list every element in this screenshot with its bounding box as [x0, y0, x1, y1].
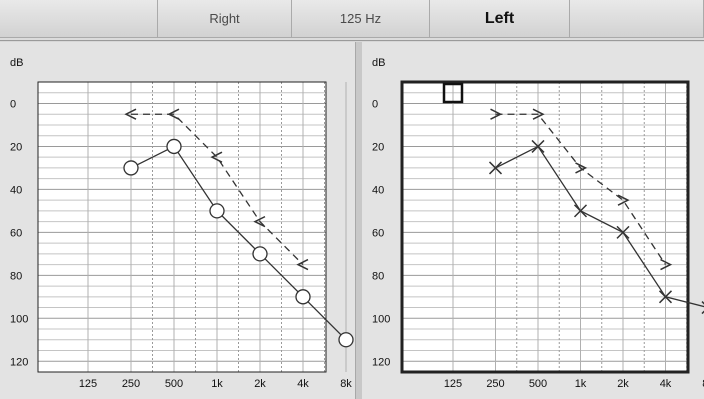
- frequency-cursor: [442, 82, 464, 104]
- series-line-bracket-right: [495, 113, 667, 265]
- y-tick-label: 20: [372, 141, 384, 153]
- data-point-cross: [573, 204, 588, 218]
- x-tick-label: 8k: [702, 378, 704, 390]
- plot-area: [402, 82, 688, 372]
- data-point-bracket-right: [490, 108, 503, 120]
- toolbar-blank-right: [570, 0, 704, 38]
- data-point-cross: [616, 225, 630, 239]
- y-tick-label: 60: [10, 227, 22, 239]
- y-tick-label: 20: [10, 141, 22, 153]
- x-tick-label: 4k: [297, 378, 309, 390]
- y-tick-label: 120: [10, 356, 28, 368]
- data-point-circle: [338, 332, 354, 348]
- y-axis-label: dB: [10, 57, 23, 69]
- y-tick-label: 40: [10, 184, 22, 196]
- y-tick-label: 100: [10, 313, 28, 325]
- plot-border: [400, 80, 690, 374]
- data-point-cross: [658, 290, 673, 304]
- x-tick-label: 125: [444, 378, 462, 390]
- y-axis-label: dB: [372, 57, 385, 69]
- y-tick-label: 0: [372, 98, 378, 110]
- tab-left-ear[interactable]: Left: [430, 0, 570, 38]
- data-point-cross: [531, 139, 545, 153]
- left-ear-audiogram-chart[interactable]: dB0204060801001201252505001k2k4k8kHz: [362, 42, 704, 399]
- x-tick-label: 8k: [340, 378, 352, 390]
- x-tick-label: 1k: [211, 378, 223, 390]
- y-tick-label: 120: [372, 356, 390, 368]
- y-tick-label: 80: [372, 270, 384, 282]
- series-line-circle: [130, 145, 347, 341]
- data-point-circle: [123, 160, 139, 176]
- left-ear-panel: dB0204060801001201252505001k2k4k8kHz: [362, 42, 704, 399]
- x-tick-label: 2k: [254, 378, 266, 390]
- tab-right-ear[interactable]: Right: [158, 0, 292, 38]
- x-tick-label: 2k: [617, 378, 629, 390]
- data-point-bracket-left: [124, 108, 137, 120]
- x-tick-label: 1k: [575, 378, 587, 390]
- right-ear-panel: dB0204060801001201252505001k2k4k8kHz: [0, 42, 355, 399]
- data-point-cross: [488, 161, 503, 175]
- data-point-bracket-right: [617, 194, 630, 206]
- data-point-bracket-right: [532, 108, 545, 120]
- data-point-bracket-left: [296, 258, 309, 271]
- series-line-cross: [495, 145, 704, 308]
- toolbar-blank-left: [0, 0, 158, 38]
- data-point-bracket-left: [210, 151, 223, 163]
- series-line-bracket-left: [131, 113, 304, 266]
- y-tick-label: 0: [10, 98, 16, 110]
- x-tick-label: 500: [165, 378, 183, 390]
- y-tick-label: 80: [10, 270, 22, 282]
- audiogram-toolbar: Right 125 Hz Left: [0, 0, 704, 41]
- frequency-indicator: 125 Hz: [292, 0, 430, 38]
- x-tick-label: 4k: [660, 378, 672, 390]
- x-tick-label: 250: [122, 378, 140, 390]
- data-point-circle: [209, 203, 225, 219]
- plot-border: [37, 81, 327, 373]
- y-tick-label: 100: [372, 313, 390, 325]
- data-point-bracket-left: [253, 215, 266, 228]
- y-tick-label: 60: [372, 227, 384, 239]
- data-point-circle: [252, 246, 268, 262]
- plot-area: [38, 82, 326, 372]
- data-point-circle: [166, 138, 182, 155]
- right-ear-audiogram-chart[interactable]: dB0204060801001201252505001k2k4k8kHz: [0, 42, 355, 399]
- x-tick-label: 500: [529, 378, 547, 390]
- data-point-circle: [295, 289, 311, 305]
- data-point-bracket-right: [660, 258, 673, 271]
- x-tick-label: 250: [486, 378, 504, 390]
- data-point-bracket-right: [575, 162, 588, 174]
- y-tick-label: 40: [372, 184, 384, 196]
- x-tick-label: 125: [79, 378, 97, 390]
- data-point-bracket-left: [167, 108, 180, 120]
